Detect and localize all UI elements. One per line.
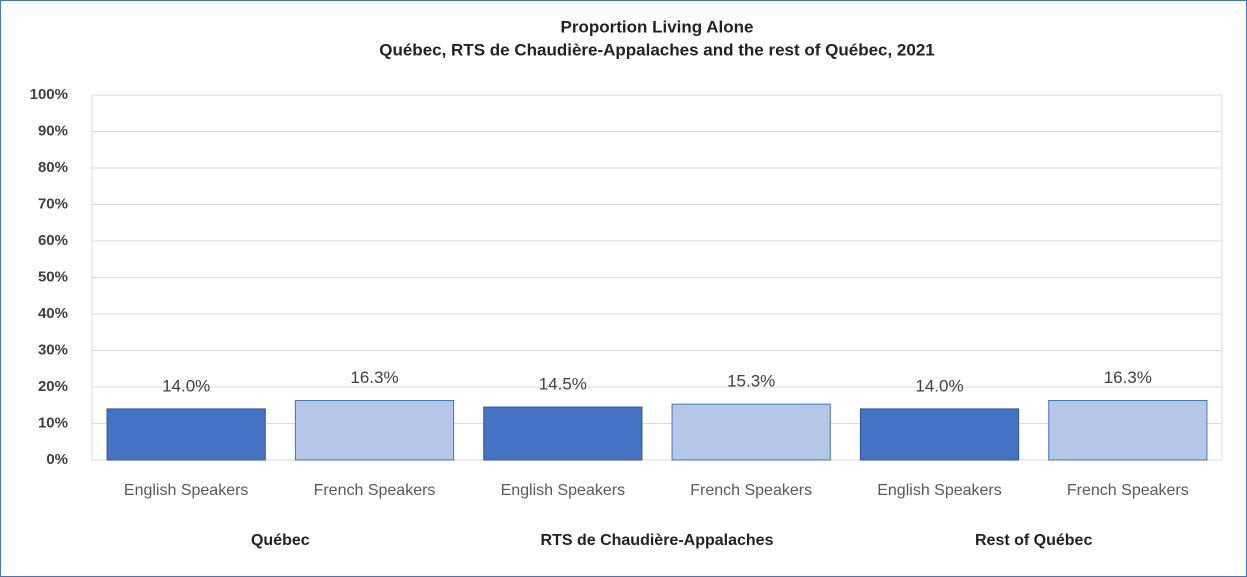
bar [483,406,643,461]
x-tick-label: English Speakers [124,482,249,499]
x-tick-label: French Speakers [1067,482,1189,499]
bar [1048,400,1208,461]
value-label: 16.3% [350,368,398,387]
y-tick-label: 100% [30,86,68,103]
value-label: 16.3% [1104,368,1152,387]
chart-subtitle: Québec, RTS de Chaudière-Appalaches and … [379,40,935,59]
y-tick-label: 40% [38,305,68,322]
group-label: Québec [251,532,310,549]
y-tick-label: 50% [38,268,68,285]
value-label: 14.0% [162,376,210,395]
x-tick-label: French Speakers [314,482,436,499]
y-tick-label: 30% [38,341,68,358]
y-tick-label: 60% [38,232,68,249]
y-tick-label: 0% [46,451,68,468]
y-tick-label: 20% [38,378,68,395]
x-tick-label: French Speakers [690,482,812,499]
bar [294,400,455,461]
value-label: 15.3% [727,372,775,391]
y-tick-label: 90% [38,122,68,139]
value-label: 14.0% [915,376,963,395]
y-tick-label: 10% [38,414,68,431]
y-tick-label: 80% [38,159,68,176]
x-tick-label: English Speakers [501,482,626,499]
bar [859,408,1020,461]
x-tick-label: English Speakers [877,482,1002,499]
group-label: Rest of Québec [975,532,1092,549]
bar [671,403,831,461]
value-label: 14.5% [539,375,587,394]
bar [106,408,266,461]
y-tick-label: 70% [38,195,68,212]
group-label: RTS de Chaudière-Appalaches [541,532,774,549]
chart-title: Proportion Living Alone [561,17,754,36]
